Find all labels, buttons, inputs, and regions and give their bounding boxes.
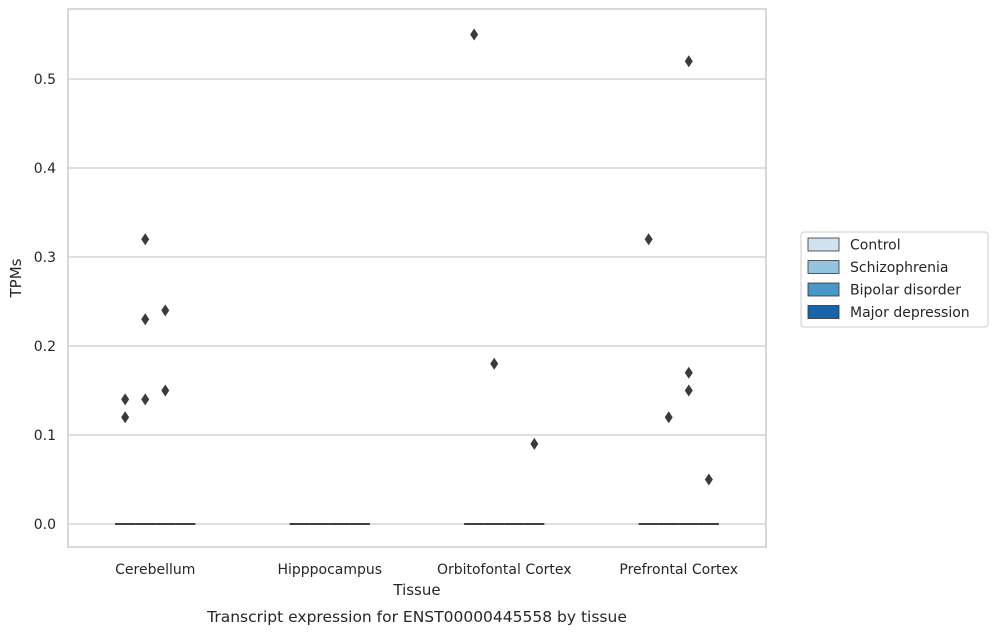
- legend-swatch: [807, 282, 840, 297]
- x-tick-label: Hipppocampus: [277, 562, 382, 578]
- legend-label: Major depression: [850, 305, 970, 321]
- chart-caption: Transcript expression for ENST0000044555…: [206, 608, 627, 626]
- outlier-point: [490, 357, 499, 370]
- y-tick-label: 0.2: [34, 339, 56, 355]
- legend-swatch: [807, 260, 840, 274]
- y-tick-label: 0.3: [34, 250, 56, 266]
- y-tick-labels: 0.0 0.1 0.2 0.3 0.4 0.5: [34, 72, 56, 533]
- outlier-point: [141, 233, 150, 246]
- legend: Control Schizophrenia Bipolar disorder Majo…: [800, 231, 989, 328]
- x-tick-label: Prefrontal Cortex: [619, 562, 738, 578]
- outlier-point: [684, 366, 693, 379]
- legend-label: Control: [850, 238, 901, 254]
- outlier-point: [664, 411, 673, 424]
- outlier-point: [704, 473, 713, 486]
- x-axis-title: Tissue: [392, 581, 440, 599]
- legend-swatch: [807, 305, 840, 319]
- outlier-point: [121, 393, 130, 406]
- outlier-point: [121, 411, 130, 424]
- outlier-points: [121, 28, 713, 486]
- outlier-point: [161, 384, 170, 397]
- y-tick-label: 0.4: [34, 161, 56, 177]
- legend-frame: [800, 231, 989, 328]
- x-tick-labels: Cerebellum Hipppocampus Orbitofontal Corte…: [115, 562, 738, 578]
- outlier-point: [141, 313, 150, 326]
- plot-background: [68, 9, 766, 547]
- outlier-point: [161, 304, 170, 317]
- x-tick-label: Cerebellum: [115, 562, 195, 578]
- x-tick-label: Orbitofontal Cortex: [437, 562, 572, 578]
- y-axis-title: TPMs: [7, 258, 25, 298]
- y-tick-label: 0.1: [34, 428, 56, 444]
- outlier-point: [644, 233, 653, 246]
- plot-frame: [67, 8, 767, 548]
- outlier-point: [470, 28, 479, 41]
- legend-swatch: [807, 237, 840, 252]
- y-tick-label: 0.0: [34, 517, 56, 533]
- outlier-point: [141, 393, 150, 406]
- outlier-point: [684, 384, 693, 397]
- outlier-point: [684, 55, 693, 68]
- legend-label: Bipolar disorder: [850, 283, 961, 299]
- y-tick-label: 0.5: [34, 72, 56, 88]
- legend-label: Schizophrenia: [850, 260, 948, 276]
- outlier-point: [530, 437, 539, 450]
